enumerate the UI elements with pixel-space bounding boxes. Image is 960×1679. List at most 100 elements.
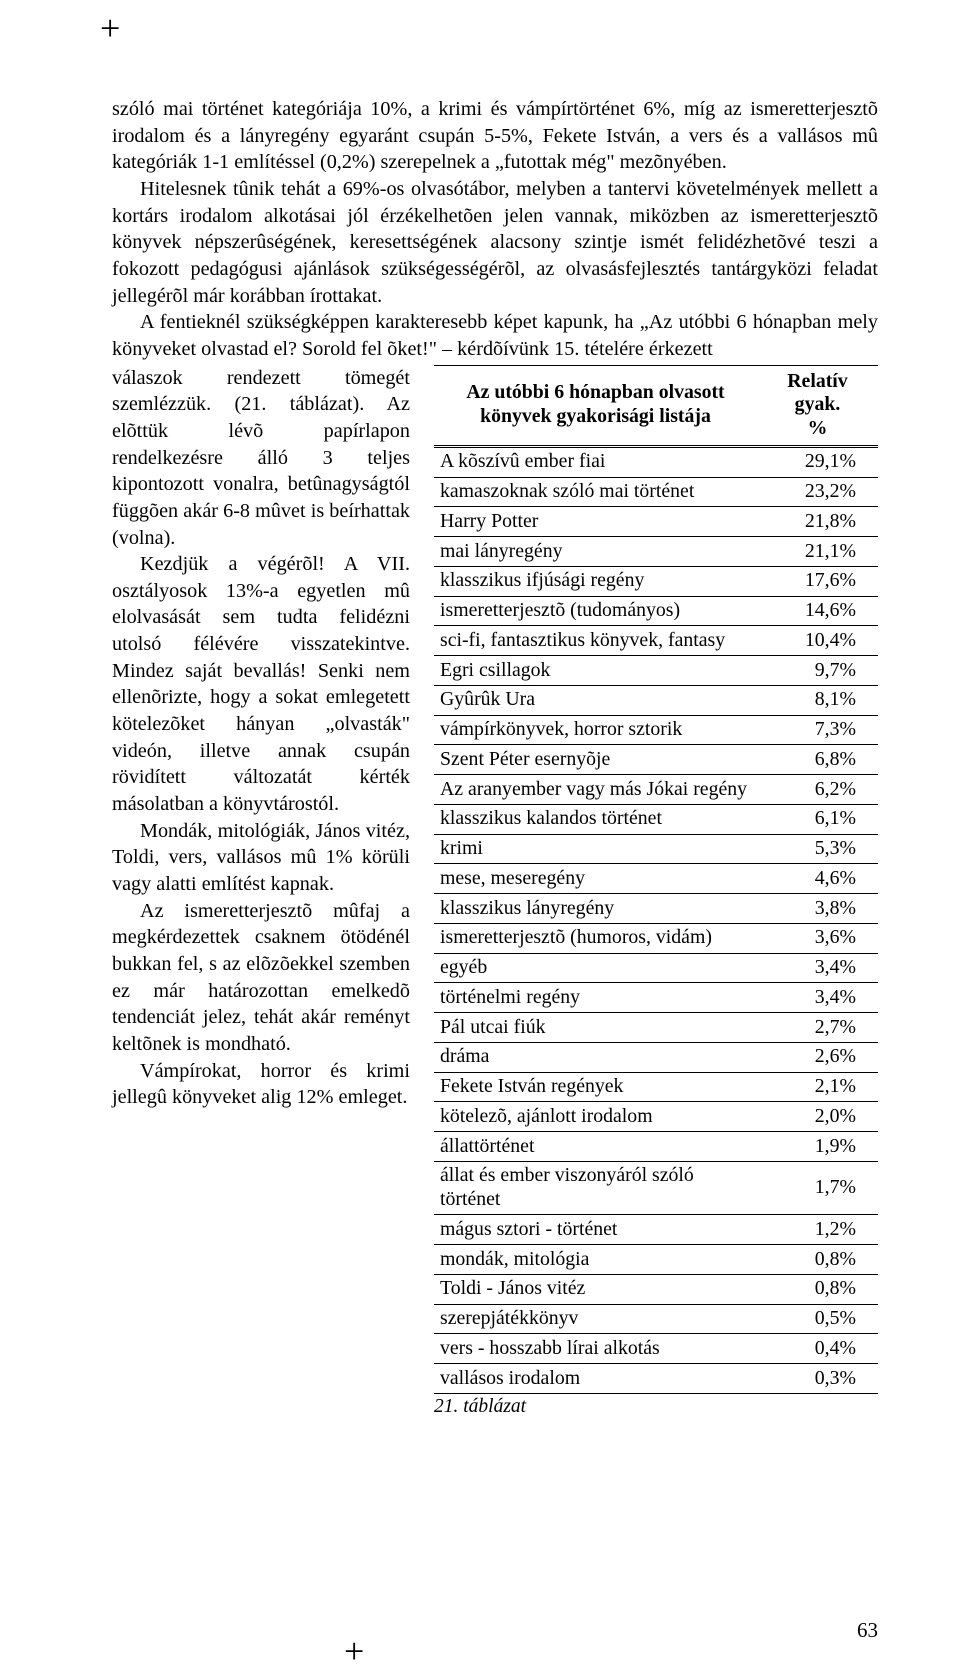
row-name: Fekete István regények: [434, 1072, 757, 1102]
table-row: mondák, mitológia0,8%: [434, 1245, 878, 1275]
row-name: ismeretterjesztõ (humoros, vidám): [434, 923, 757, 953]
table-row: mai lányregény21,1%: [434, 537, 878, 567]
table-row: klasszikus lányregény3,8%: [434, 894, 878, 924]
row-name: történelmi regény: [434, 983, 757, 1013]
table-row: ismeretterjesztõ (humoros, vidám)3,6%: [434, 923, 878, 953]
row-name: kamaszoknak szóló mai történet: [434, 477, 757, 507]
row-value: 7,3%: [757, 715, 878, 745]
row-value: 23,2%: [757, 477, 878, 507]
row-value: 10,4%: [757, 626, 878, 656]
row-value: 14,6%: [757, 596, 878, 626]
row-value: 0,8%: [757, 1274, 878, 1304]
crop-mark-top: +: [100, 10, 120, 46]
row-name: mese, meseregény: [434, 864, 757, 894]
table-row: klasszikus kalandos történet6,1%: [434, 804, 878, 834]
left-para-2: Kezdjük a végérõl! A VII. osztályosok 13…: [112, 551, 410, 818]
table-caption: 21. táblázat: [434, 1396, 878, 1418]
left-para-5: Vámpírokat, horror és krimi jellegû köny…: [112, 1058, 410, 1111]
row-name: klasszikus kalandos történet: [434, 804, 757, 834]
table-row: Harry Potter21,8%: [434, 507, 878, 537]
row-name: klasszikus ifjúsági regény: [434, 566, 757, 596]
header-value: Relatív gyak. %: [757, 365, 878, 446]
row-name: mágus sztori - történet: [434, 1215, 757, 1245]
row-value: 3,4%: [757, 983, 878, 1013]
paragraph-2: Hitelesnek tûnik tehát a 69%-os olvasótá…: [112, 176, 878, 309]
row-value: 9,7%: [757, 656, 878, 686]
row-value: 3,6%: [757, 923, 878, 953]
left-para-1: válaszok rendezett tömegét szemlézzük. (…: [112, 365, 410, 552]
row-value: 0,5%: [757, 1304, 878, 1334]
row-name: mondák, mitológia: [434, 1245, 757, 1275]
row-name: mai lányregény: [434, 537, 757, 567]
row-value: 6,1%: [757, 804, 878, 834]
row-name: A kõszívû ember fiai: [434, 446, 757, 477]
table-row: vámpírkönyvek, horror sztorik7,3%: [434, 715, 878, 745]
row-name: Szent Péter esernyõje: [434, 745, 757, 775]
table-row: egyéb3,4%: [434, 953, 878, 983]
row-value: 2,0%: [757, 1102, 878, 1132]
table-row: vers - hosszabb lírai alkotás0,4%: [434, 1334, 878, 1364]
row-value: 6,8%: [757, 745, 878, 775]
table-row: vallásos irodalom0,3%: [434, 1364, 878, 1394]
row-name: Gyûrûk Ura: [434, 685, 757, 715]
row-value: 3,8%: [757, 894, 878, 924]
row-name: állat és ember viszonyáról szóló történe…: [434, 1161, 757, 1215]
row-value: 6,2%: [757, 775, 878, 805]
page-number: 63: [857, 1618, 878, 1643]
table-row: kamaszoknak szóló mai történet23,2%: [434, 477, 878, 507]
row-name: állattörténet: [434, 1132, 757, 1162]
row-value: 0,8%: [757, 1245, 878, 1275]
table-row: kötelezõ, ajánlott irodalom2,0%: [434, 1102, 878, 1132]
row-value: 3,4%: [757, 953, 878, 983]
page-container: + szóló mai történet kategóriája 10%, a …: [0, 0, 960, 1679]
row-name: Harry Potter: [434, 507, 757, 537]
left-para-4: Az ismeretterjesztõ mûfaj a megkérdezett…: [112, 898, 410, 1058]
right-column: Az utóbbi 6 hónapban olvasott könyvek gy…: [434, 365, 878, 1418]
row-name: Egri csillagok: [434, 656, 757, 686]
table-row: állat és ember viszonyáról szóló történe…: [434, 1161, 878, 1215]
table-row: Szent Péter esernyõje6,8%: [434, 745, 878, 775]
row-name: Toldi - János vitéz: [434, 1274, 757, 1304]
header-title-line1: Az utóbbi 6 hónapban olvasott: [466, 381, 724, 403]
row-value: 1,9%: [757, 1132, 878, 1162]
row-value: 4,6%: [757, 864, 878, 894]
frequency-table: Az utóbbi 6 hónapban olvasott könyvek gy…: [434, 365, 878, 1394]
table-row: A kõszívû ember fiai29,1%: [434, 446, 878, 477]
table-row: Fekete István regények2,1%: [434, 1072, 878, 1102]
header-val-line1: Relatív gyak.: [787, 370, 847, 416]
table-row: állattörténet1,9%: [434, 1132, 878, 1162]
row-value: 5,3%: [757, 834, 878, 864]
row-value: 2,1%: [757, 1072, 878, 1102]
two-column-layout: válaszok rendezett tömegét szemlézzük. (…: [112, 365, 878, 1418]
left-column: válaszok rendezett tömegét szemlézzük. (…: [112, 365, 410, 1418]
row-name: ismeretterjesztõ (tudományos): [434, 596, 757, 626]
row-value: 29,1%: [757, 446, 878, 477]
row-name: dráma: [434, 1042, 757, 1072]
row-value: 2,7%: [757, 1013, 878, 1043]
row-name: sci-fi, fantasztikus könyvek, fantasy: [434, 626, 757, 656]
row-name: Az aranyember vagy más Jókai regény: [434, 775, 757, 805]
crop-mark-bottom: +: [344, 1633, 364, 1669]
row-name: vers - hosszabb lírai alkotás: [434, 1334, 757, 1364]
table-header-row: Az utóbbi 6 hónapban olvasott könyvek gy…: [434, 365, 878, 446]
table-row: Gyûrûk Ura8,1%: [434, 685, 878, 715]
header-val-line2: %: [808, 417, 828, 439]
table-row: ismeretterjesztõ (tudományos)14,6%: [434, 596, 878, 626]
row-value: 2,6%: [757, 1042, 878, 1072]
table-row: történelmi regény3,4%: [434, 983, 878, 1013]
row-name: vallásos irodalom: [434, 1364, 757, 1394]
row-name: vámpírkönyvek, horror sztorik: [434, 715, 757, 745]
row-value: 1,7%: [757, 1161, 878, 1215]
row-name: krimi: [434, 834, 757, 864]
row-value: 1,2%: [757, 1215, 878, 1245]
left-para-3: Mondák, mitológiák, János vitéz, Toldi, …: [112, 818, 410, 898]
table-row: sci-fi, fantasztikus könyvek, fantasy10,…: [434, 626, 878, 656]
row-name: kötelezõ, ajánlott irodalom: [434, 1102, 757, 1132]
row-name: egyéb: [434, 953, 757, 983]
table-row: Egri csillagok9,7%: [434, 656, 878, 686]
row-name: Pál utcai fiúk: [434, 1013, 757, 1043]
row-value: 0,4%: [757, 1334, 878, 1364]
table-row: dráma2,6%: [434, 1042, 878, 1072]
paragraph-1: szóló mai történet kategóriája 10%, a kr…: [112, 96, 878, 176]
table-row: mágus sztori - történet1,2%: [434, 1215, 878, 1245]
